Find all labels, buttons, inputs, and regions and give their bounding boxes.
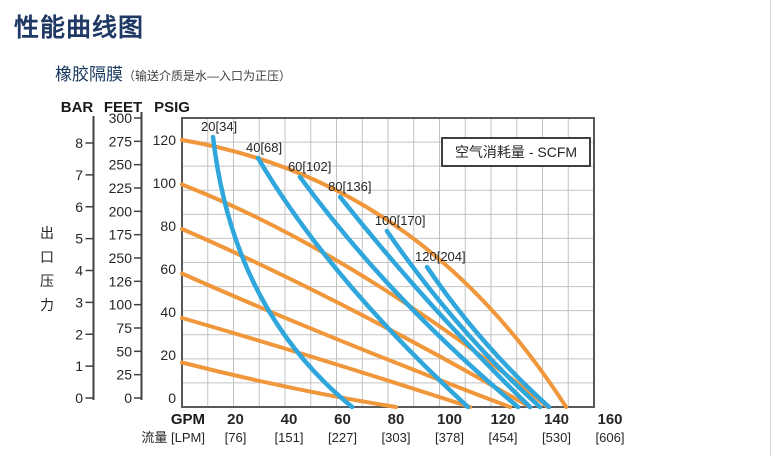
pressure-curve [180, 316, 473, 409]
air-curve [337, 194, 533, 410]
subtitle-material: 橡胶隔膜 [55, 65, 123, 84]
feet-tick-label: 225 [109, 180, 133, 196]
feet-tick-label: 50 [116, 343, 132, 359]
feet-tick-label: 0 [124, 390, 132, 406]
x-tick-label-gpm: 80 [388, 411, 405, 428]
page-edge-divider [770, 0, 771, 456]
bar-tick-label: 7 [75, 167, 83, 183]
air-curve [384, 228, 543, 410]
psig-tick-label: 40 [160, 304, 176, 320]
chart-subtitle: 橡胶隔膜（输送介质是水—入口为正压） [55, 60, 291, 85]
air-curve [424, 264, 552, 410]
pressure-curve [180, 138, 569, 409]
feet-tick-label: 75 [116, 320, 132, 336]
feet-tick-label: 100 [109, 297, 133, 313]
psig-tick-label: 20 [160, 347, 176, 363]
air-curve-label: 80[136] [328, 179, 371, 194]
y-axis-title-char: 出 [40, 225, 54, 241]
bar-tick-label: 6 [75, 199, 83, 215]
y-axis-title-char: 力 [40, 297, 54, 313]
pressure-curve [180, 227, 533, 409]
psig-axis-title: PSIG [154, 99, 190, 116]
x-tick-label-lpm: [227] [328, 430, 357, 445]
legend-box [441, 137, 591, 167]
x-tick-label-lpm: [530] [542, 430, 571, 445]
page-title: 性能曲线图 [14, 14, 145, 42]
bar-tick-label: 3 [75, 294, 83, 310]
psig-tick-label: 0 [168, 390, 176, 406]
bar-tick-label: 0 [75, 390, 83, 406]
x-tick-label-gpm: 60 [334, 411, 351, 428]
air-curve [297, 174, 521, 410]
x-tick-label-lpm: [378] [435, 430, 464, 445]
x-tick-label-lpm: [76] [225, 430, 247, 445]
feet-axis-title: FEET [104, 99, 142, 116]
feet-tick-label: 250 [109, 250, 133, 266]
x-tick-label-gpm: 140 [544, 411, 569, 428]
x-tick-label-gpm: 100 [437, 411, 462, 428]
bar-axis-title: BAR [61, 99, 94, 116]
air-curve [255, 155, 471, 410]
air-curve-label: 40[68] [246, 140, 282, 155]
x-axis-unit-gpm: GPM [171, 411, 205, 428]
air-curve [210, 134, 355, 410]
feet-tick-label: 275 [109, 133, 133, 149]
feet-tick-label: 200 [109, 203, 133, 219]
feet-tick-label: 250 [109, 157, 133, 173]
x-tick-label-gpm: 120 [490, 411, 515, 428]
feet-tick-label: 126 [109, 273, 133, 289]
bar-tick-label: 8 [75, 135, 83, 151]
y-axis-title-char: 压 [40, 273, 54, 289]
bar-tick-label: 5 [75, 231, 83, 247]
air-curve-label: 120[204] [415, 249, 466, 264]
feet-tick-label: 25 [116, 367, 132, 383]
legend: 空气消耗量 - SCFM [441, 137, 591, 167]
bar-tick-label: 4 [75, 263, 83, 279]
bar-tick-label: 1 [75, 358, 83, 374]
feet-tick-label: 175 [109, 227, 133, 243]
y-axis-title-char: 口 [40, 249, 54, 265]
x-tick-label-gpm: 40 [281, 411, 298, 428]
air-curve-label: 100[170] [375, 213, 426, 228]
psig-tick-label: 120 [153, 132, 177, 148]
x-tick-label-gpm: 20 [227, 411, 244, 428]
x-tick-label-lpm: [151] [275, 430, 304, 445]
plot-area: 8765432103002752502252001752501261007550… [40, 110, 624, 445]
x-tick-label-gpm: 160 [597, 411, 622, 428]
pressure-curve [180, 360, 398, 409]
psig-tick-label: 80 [160, 218, 176, 234]
subtitle-note: （输送介质是水—入口为正压） [123, 69, 292, 83]
bar-tick-label: 2 [75, 326, 83, 342]
psig-tick-label: 60 [160, 261, 176, 277]
x-tick-label-lpm: [303] [382, 430, 411, 445]
air-curve-label: 60[102] [288, 159, 331, 174]
legend-label: 空气消耗量 - SCFM [455, 144, 577, 160]
air-curve-label: 20[34] [201, 119, 237, 134]
x-axis-unit-lpm: 流量 [LPM] [141, 430, 205, 445]
psig-tick-label: 100 [153, 175, 177, 191]
feet-tick-label: 300 [109, 110, 133, 126]
x-tick-label-lpm: [606] [596, 430, 625, 445]
pressure-curve [180, 271, 512, 409]
x-tick-label-lpm: [454] [489, 430, 518, 445]
